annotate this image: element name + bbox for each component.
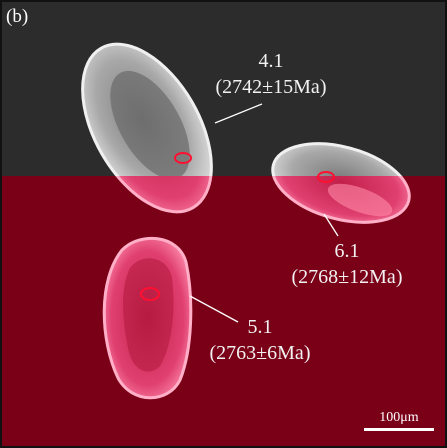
leader-line-6-1	[323, 213, 339, 237]
leader-line-5-1	[189, 295, 239, 323]
spot-label-4-1: 4.1 (2742±15Ma)	[206, 48, 336, 100]
zircon-grain-4-1	[81, 42, 213, 214]
panel-label: (b)	[6, 6, 29, 27]
spot-id-5-1: 5.1	[247, 316, 273, 338]
analysis-spot-4-1	[174, 152, 192, 164]
spot-id-4-1: 4.1	[258, 50, 284, 72]
spot-label-5-1: 5.1 (2763±6Ma)	[195, 314, 325, 366]
upper-background	[0, 0, 447, 176]
scale-bar-line	[364, 428, 434, 431]
scale-bar-label: 100μm	[379, 410, 419, 425]
spot-age-6-1: (2768±12Ma)	[291, 266, 403, 288]
analysis-spot-5-1	[140, 287, 160, 301]
spot-age-4-1: (2742±15Ma)	[215, 76, 327, 98]
scale-bar: 100μm	[362, 410, 436, 431]
analysis-spot-6-1	[317, 171, 335, 183]
spot-age-5-1: (2763±6Ma)	[209, 342, 311, 364]
spot-id-6-1: 6.1	[334, 240, 360, 262]
zircon-grain-5-1	[102, 236, 193, 400]
zircon-grain-6-1	[271, 142, 411, 224]
leader-line-4-1	[214, 103, 263, 124]
spot-label-6-1: 6.1 (2768±12Ma)	[282, 238, 412, 290]
